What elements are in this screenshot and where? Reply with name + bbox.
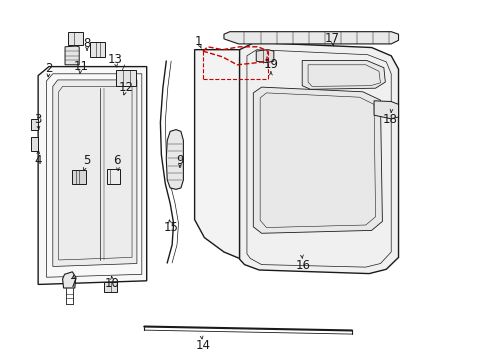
Text: 5: 5	[83, 154, 91, 167]
Text: 12: 12	[119, 81, 133, 94]
Text: 19: 19	[263, 58, 278, 71]
Polygon shape	[253, 87, 382, 233]
Polygon shape	[90, 42, 105, 57]
Polygon shape	[224, 32, 398, 44]
Polygon shape	[62, 272, 76, 288]
Polygon shape	[72, 170, 85, 184]
Polygon shape	[256, 50, 273, 63]
Polygon shape	[116, 70, 136, 86]
Text: 2: 2	[45, 62, 53, 75]
Text: 13: 13	[107, 53, 122, 66]
Text: 10: 10	[105, 277, 120, 290]
Polygon shape	[239, 42, 398, 274]
Polygon shape	[31, 137, 38, 151]
Text: 3: 3	[34, 113, 41, 126]
Polygon shape	[104, 282, 117, 292]
Text: 14: 14	[195, 339, 210, 352]
Polygon shape	[373, 101, 398, 119]
Polygon shape	[302, 60, 385, 89]
Text: 6: 6	[113, 154, 121, 167]
Text: 16: 16	[295, 259, 310, 272]
Text: 11: 11	[73, 60, 88, 73]
Text: 15: 15	[163, 221, 178, 234]
Text: 9: 9	[176, 154, 183, 167]
Polygon shape	[194, 50, 249, 258]
Polygon shape	[38, 67, 146, 284]
Polygon shape	[53, 80, 137, 266]
Polygon shape	[166, 130, 183, 189]
Polygon shape	[65, 46, 79, 65]
Text: 18: 18	[382, 113, 397, 126]
Text: 17: 17	[325, 32, 339, 45]
Text: 1: 1	[194, 35, 202, 48]
Text: 8: 8	[83, 37, 91, 50]
Polygon shape	[68, 32, 83, 45]
Polygon shape	[31, 119, 38, 130]
Text: 4: 4	[34, 154, 41, 167]
Text: 7: 7	[69, 277, 77, 290]
